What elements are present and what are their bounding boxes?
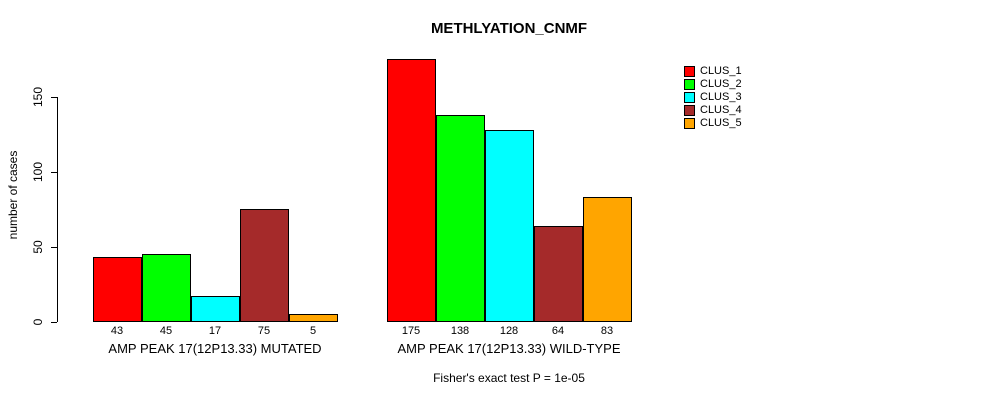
legend-swatch-clus_2 bbox=[684, 79, 695, 90]
legend-item: CLUS_3 bbox=[684, 92, 742, 103]
bar-value-label: 43 bbox=[110, 325, 124, 337]
legend-label: CLUS_4 bbox=[700, 104, 742, 116]
legend-label: CLUS_5 bbox=[700, 117, 742, 129]
bar-clus_1-group2 bbox=[386, 59, 436, 322]
chart-title: METHLYATION_CNMF bbox=[430, 20, 588, 37]
legend: CLUS_1 CLUS_2 CLUS_3 CLUS_4 CLUS_5 bbox=[684, 66, 742, 131]
legend-label: CLUS_3 bbox=[700, 91, 742, 103]
legend-swatch-clus_5 bbox=[684, 118, 695, 129]
bar-clus_3-group1 bbox=[190, 296, 240, 322]
bar-clus_4-group1 bbox=[239, 209, 289, 322]
legend-item: CLUS_5 bbox=[684, 118, 742, 129]
bar-value-label: 128 bbox=[499, 325, 519, 337]
bar-value-label: 83 bbox=[600, 325, 614, 337]
legend-swatch-clus_3 bbox=[684, 92, 695, 103]
bar-clus_2-group2 bbox=[435, 115, 485, 322]
bar-clus_5-group1 bbox=[288, 314, 338, 322]
bar-value-label: 175 bbox=[401, 325, 421, 337]
y-axis-tick-label: 100 bbox=[31, 161, 45, 183]
bar-value-label: 45 bbox=[159, 325, 173, 337]
bar-value-label: 138 bbox=[450, 325, 470, 337]
legend-label: CLUS_2 bbox=[700, 78, 742, 90]
bar-value-label: 75 bbox=[257, 325, 271, 337]
bar-clus_1-group1 bbox=[92, 257, 142, 322]
bar-value-label: 5 bbox=[309, 325, 317, 337]
y-axis-label: number of cases bbox=[6, 150, 20, 240]
legend-item: CLUS_4 bbox=[684, 105, 742, 116]
legend-item: CLUS_1 bbox=[684, 66, 742, 77]
y-axis-tick-label: 0 bbox=[31, 318, 45, 326]
y-axis-tick bbox=[51, 247, 57, 248]
legend-swatch-clus_4 bbox=[684, 105, 695, 116]
bar-clus_3-group2 bbox=[484, 130, 534, 322]
legend-swatch-clus_1 bbox=[684, 66, 695, 77]
bar-clus_5-group2 bbox=[582, 197, 632, 322]
x-axis-group-label: AMP PEAK 17(12P13.33) MUTATED bbox=[108, 341, 322, 356]
y-axis-line bbox=[57, 97, 58, 322]
y-axis-tick bbox=[51, 172, 57, 173]
legend-label: CLUS_1 bbox=[700, 65, 742, 77]
y-axis-tick bbox=[51, 97, 57, 98]
bar-value-label: 64 bbox=[551, 325, 565, 337]
fisher-exact-test-annotation: Fisher's exact test P = 1e-05 bbox=[433, 371, 585, 385]
y-axis-tick-label: 150 bbox=[31, 86, 45, 108]
y-axis-tick bbox=[51, 322, 57, 323]
bar-clus_2-group1 bbox=[141, 254, 191, 322]
bar-clus_4-group2 bbox=[533, 226, 583, 322]
y-axis-tick-label: 50 bbox=[31, 240, 45, 254]
legend-item: CLUS_2 bbox=[684, 79, 742, 90]
x-axis-group-label: AMP PEAK 17(12P13.33) WILD-TYPE bbox=[397, 341, 621, 356]
bar-value-label: 17 bbox=[208, 325, 222, 337]
